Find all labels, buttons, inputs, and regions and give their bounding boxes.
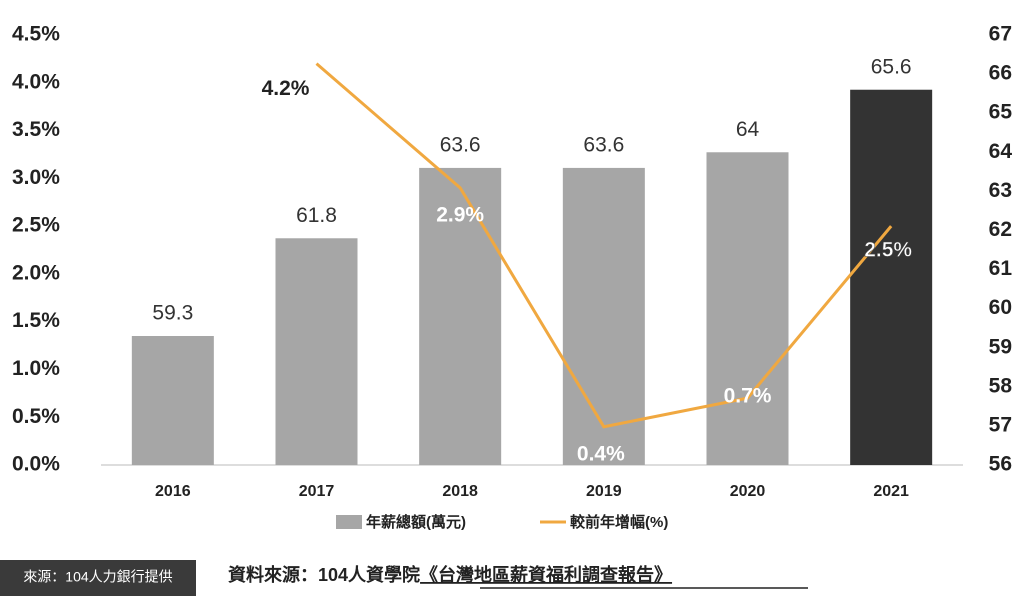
source-prefix: 資料來源：104人資學院 <box>228 564 420 585</box>
y-tick-label: 0.5% <box>12 405 60 428</box>
bar-value-label: 65.6 <box>871 55 912 78</box>
line <box>315 62 893 429</box>
y-tick-label: 1.5% <box>12 309 60 332</box>
line-value-label: 2.5% <box>864 239 912 262</box>
x-tick-label: 2019 <box>586 483 622 500</box>
bar-value-label: 64 <box>736 118 760 141</box>
source: 資料來源：104人資學院《台灣地區薪資福利調查報告》 <box>228 564 672 585</box>
y2-tick-label: 61 <box>989 257 1013 280</box>
y2-tick-label: 63 <box>989 179 1012 202</box>
bar <box>850 89 933 466</box>
bar <box>131 336 214 465</box>
y-tick-label: 4.5% <box>12 23 60 46</box>
y2-tick-label: 66 <box>989 62 1012 85</box>
bar <box>562 167 645 465</box>
line-value-label: 0.7% <box>724 385 772 408</box>
y-tick-label: 3.5% <box>12 118 60 141</box>
y2-tick-label: 64 <box>989 140 1013 163</box>
credit-box <box>0 560 196 596</box>
line-value-label: 2.9% <box>436 203 484 226</box>
bar-value-label: 63.6 <box>583 133 624 156</box>
bar <box>419 167 502 465</box>
x-tick-label: 2020 <box>730 483 766 500</box>
y-tick-label: 4.0% <box>12 70 60 93</box>
line-value-label: 0.4% <box>577 442 625 465</box>
legend-label: 年薪總額(萬元) <box>366 513 466 531</box>
y2-tick-label: 56 <box>989 453 1012 476</box>
y-tick-label: 2.5% <box>12 214 60 237</box>
line-value-label: 4.2% <box>262 77 310 100</box>
credit: 來源：104人力銀行提供 <box>23 569 172 585</box>
bar-value-label: 61.8 <box>296 204 337 227</box>
legend-label: 較前年增幅(%) <box>570 513 668 531</box>
y2-tick-label: 57 <box>989 413 1012 436</box>
bar-value-label: 59.3 <box>152 302 193 325</box>
x-tick-label: 2021 <box>873 483 909 500</box>
source-title: 《台灣地區薪資福利調查報告》 <box>420 564 672 585</box>
x-tick-label: 2017 <box>299 483 335 500</box>
legend-swatch <box>336 515 362 529</box>
y-tick-label: 2.0% <box>12 261 60 284</box>
y2-tick-label: 67 <box>989 23 1012 46</box>
y-tick-label: 0.0% <box>12 453 60 476</box>
y2-tick-label: 62 <box>989 218 1012 241</box>
bar <box>706 152 789 466</box>
y2-tick-label: 65 <box>989 101 1013 124</box>
bar-value-label: 63.6 <box>440 133 481 156</box>
x-tick-label: 2018 <box>442 483 478 500</box>
bar <box>275 238 358 465</box>
y2-tick-label: 60 <box>989 296 1012 319</box>
y2-tick-label: 59 <box>989 335 1012 358</box>
y-tick-label: 1.0% <box>12 357 60 380</box>
x-tick-label: 2016 <box>155 483 191 500</box>
y2-tick-label: 58 <box>989 374 1013 397</box>
y-tick-label: 3.0% <box>12 166 60 189</box>
